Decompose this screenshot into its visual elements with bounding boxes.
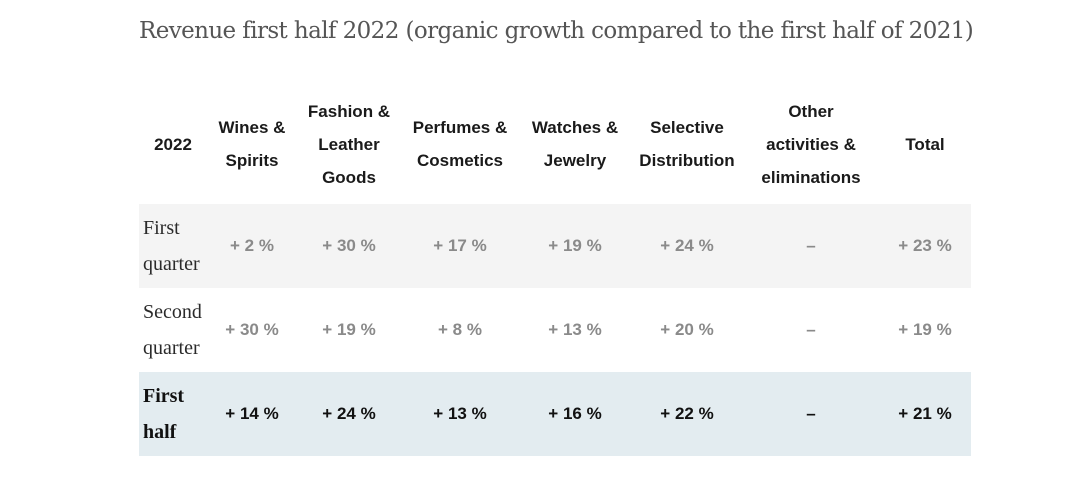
header-line: eliminations [761,167,861,187]
row-label-line: half [143,421,177,443]
cell-wines-spirits: + 14 % [207,372,297,456]
cell-selective-distribution: + 20 % [631,288,743,372]
header-watches-jewelry: Watches & Jewelry [519,84,631,204]
header-perfumes-cosmetics: Perfumes & Cosmetics [401,84,519,204]
cell-other-activities: – [743,288,879,372]
header-line: Perfumes & [412,118,508,137]
cell-selective-distribution: + 22 % [631,372,743,456]
header-line: Leather [318,134,380,154]
cell-fashion-leather-goods: + 30 % [297,204,401,288]
cell-other-activities: – [743,204,879,288]
header-line: Jewelry [543,151,607,170]
header-line: activities & [766,134,856,154]
header-wines-spirits: Wines & Spirits [207,84,297,204]
row-label-line: quarter [143,337,200,359]
row-label-line: First [143,385,185,407]
header-line: Cosmetics [417,151,503,170]
header-other-activities: Other activities & eliminations [743,84,879,204]
cell-wines-spirits: + 30 % [207,288,297,372]
header-line: Wines & [218,118,286,137]
cell-perfumes-cosmetics: + 8 % [401,288,519,372]
cell-total: + 21 % [879,372,971,456]
cell-total: + 23 % [879,204,971,288]
header-total: Total [879,84,971,204]
cell-perfumes-cosmetics: + 13 % [401,372,519,456]
cell-watches-jewelry: + 16 % [519,372,631,456]
row-label-line: quarter [143,253,200,275]
header-line: Selective [650,118,724,137]
header-line: 2022 [154,134,192,154]
header-line: Goods [322,167,376,187]
cell-selective-distribution: + 24 % [631,204,743,288]
header-year: 2022 [139,84,207,204]
row-label: First half [139,372,207,456]
page-title: Revenue first half 2022 (organic growth … [139,18,974,44]
revenue-growth-table: 2022 Wines & Spirits Fashion & Leather G… [139,84,971,456]
cell-perfumes-cosmetics: + 17 % [401,204,519,288]
table-row-first-quarter: First quarter + 2 % + 30 % + 17 % + 19 %… [139,204,971,288]
row-label-line: Second [143,301,202,323]
row-label: Second quarter [139,288,207,372]
cell-watches-jewelry: + 19 % [519,204,631,288]
table-header-row: 2022 Wines & Spirits Fashion & Leather G… [139,84,971,204]
table-row-second-quarter: Second quarter + 30 % + 19 % + 8 % + 13 … [139,288,971,372]
header-line: Spirits [225,151,279,170]
table-row-first-half: First half + 14 % + 24 % + 13 % + 16 % +… [139,372,971,456]
cell-fashion-leather-goods: + 24 % [297,372,401,456]
cell-wines-spirits: + 2 % [207,204,297,288]
header-line: Watches & [531,118,619,137]
row-label: First quarter [139,204,207,288]
cell-total: + 19 % [879,288,971,372]
cell-other-activities: – [743,372,879,456]
header-selective-distribution: Selective Distribution [631,84,743,204]
cell-watches-jewelry: + 13 % [519,288,631,372]
header-line: Total [905,134,945,154]
header-fashion-leather-goods: Fashion & Leather Goods [297,84,401,204]
header-line: Other [788,101,834,121]
header-line: Fashion & [307,101,391,121]
row-label-line: First [143,217,180,239]
header-line: Distribution [639,151,735,170]
cell-fashion-leather-goods: + 19 % [297,288,401,372]
